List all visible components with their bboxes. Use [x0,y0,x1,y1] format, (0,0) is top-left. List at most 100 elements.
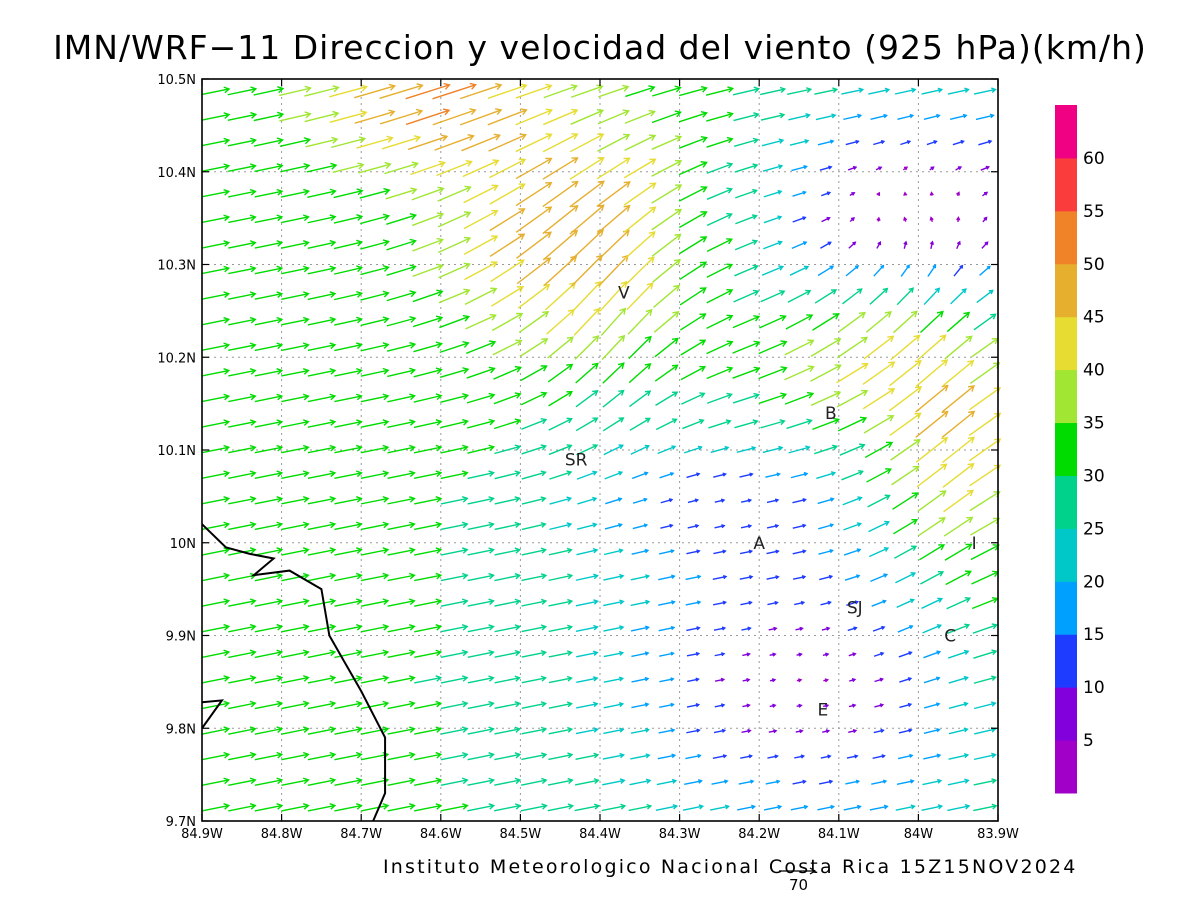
wind-vector [898,651,913,658]
wind-vector [459,83,503,100]
wind-vector [947,623,971,634]
wind-vector [494,701,521,710]
wind-vector [810,364,842,382]
wind-vector [228,623,257,633]
wind-vector [543,255,578,286]
wind-vector [576,522,598,530]
wind-vector [658,574,676,581]
wind-vector [490,259,525,283]
wind-vector [414,496,443,505]
wind-vector [915,436,949,463]
wind-vector [520,803,548,812]
wind-vector [413,444,443,454]
wind-vector [281,265,310,275]
wind-vector [386,238,417,251]
wind-vector [405,82,451,100]
wind-vector [253,111,285,122]
wind-vector [624,134,657,152]
wind-vector [201,393,231,403]
wind-vector [414,521,443,531]
wind-vector [467,572,495,582]
place-label: SR [565,450,588,470]
colorbar-segment [1055,105,1077,159]
y-tick-label: 9.8N [166,722,196,737]
wind-vector [465,340,497,355]
wind-vector [630,753,651,760]
wind-vector [604,522,623,530]
axis-ticks: 84.9W 84.8W 84.7W 84.6W 84.5W 84.4W 84.3W 84.2W… [157,73,1019,842]
wind-vector [896,779,915,786]
wind-vector [821,191,832,197]
y-tick-label: 10.2N [157,351,196,366]
colorbar-segment [1055,316,1077,371]
wind-vector [948,649,970,659]
wind-vector [653,310,680,333]
wind-vector [814,444,839,455]
wind-vector [810,390,842,406]
colorbar-label: 10 [1083,678,1105,698]
wind-vector [412,237,444,252]
wind-vector [655,804,679,811]
wind-vector [842,496,863,506]
wind-vector [836,336,869,359]
wind-vector [759,86,787,96]
wind-vector [467,649,495,658]
wind-vector [923,650,942,659]
wind-vector [601,803,627,812]
wind-vector [758,340,788,355]
wind-vector [845,779,861,785]
wind-vector [437,185,472,202]
wind-vector [973,752,997,761]
wind-vector [521,547,548,556]
wind-vector [574,335,600,360]
wind-vector [711,779,729,785]
wind-vector [279,137,312,148]
wind-vector [228,342,257,352]
wind-vector [868,520,890,533]
wind-vector [228,316,257,326]
wind-vector [414,777,443,786]
wind-vector [944,543,973,561]
wind-vector [706,392,733,404]
place-label: I [972,534,977,554]
wind-vector [440,726,469,735]
wind-vector [414,547,443,556]
wind-vector [630,574,651,581]
wind-vector [923,113,941,120]
wind-vector [848,652,857,657]
wind-vector [924,702,941,709]
wind-vector [679,236,708,255]
wind-vector [971,337,999,358]
wind-vector [946,311,971,333]
wind-vector [279,111,312,122]
wind-vector [387,675,416,684]
wind-vector [654,364,679,382]
wind-vector [228,700,257,710]
wind-vector [736,445,757,453]
wind-vector [493,418,522,430]
wind-vector [494,470,522,480]
wind-vector [334,649,363,659]
wind-vector [515,108,553,126]
wind-vector [440,700,469,710]
wind-vector [735,188,758,199]
wind-vector [516,257,552,285]
wind-vector [734,419,759,429]
wind-vector [623,206,657,233]
wind-vector [414,700,443,710]
wind-vector [714,677,726,682]
wind-vector [201,470,231,479]
wind-vector [973,675,997,684]
wind-vector [254,623,284,633]
wind-vector [765,779,781,785]
wind-vector [679,261,708,281]
wind-vector [548,726,574,735]
wind-vector [820,600,832,606]
wind-vector [438,262,471,279]
wind-vector [734,264,759,277]
wind-vector [413,393,443,403]
wind-vector [521,444,548,455]
wind-vector [979,265,991,276]
wind-vector [386,213,418,226]
wind-vector [466,366,496,379]
